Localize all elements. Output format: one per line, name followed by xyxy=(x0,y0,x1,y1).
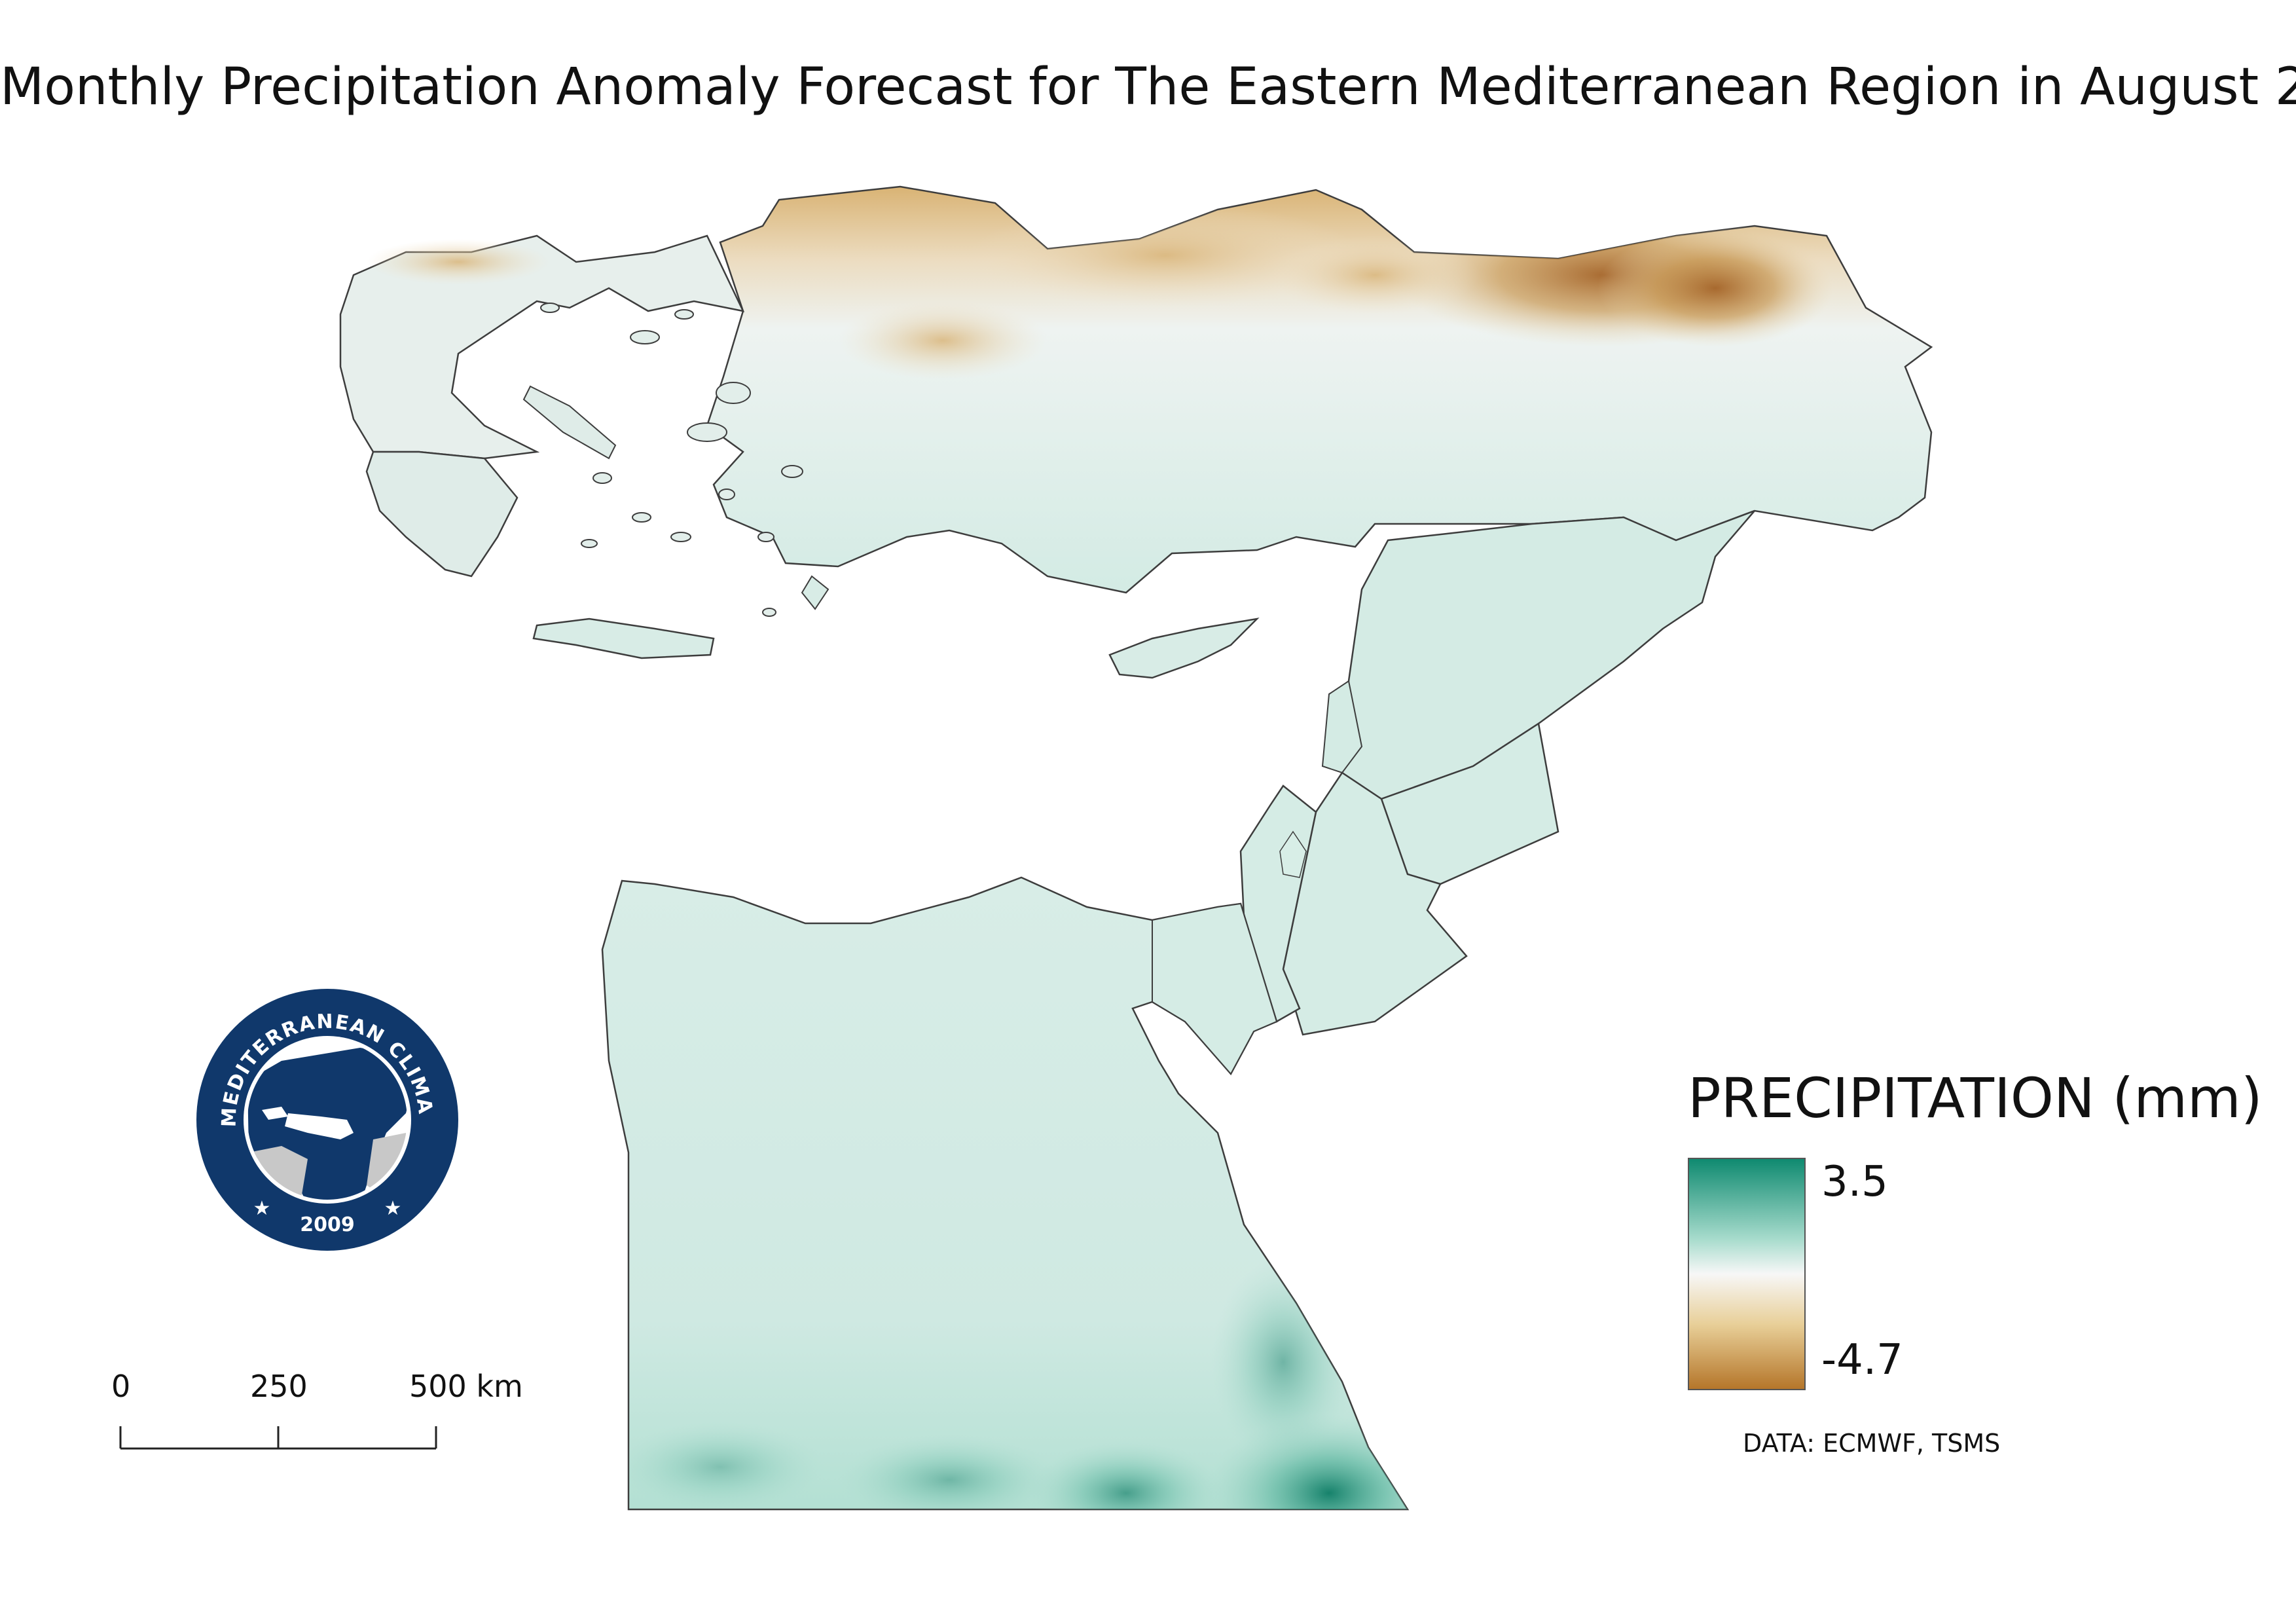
legend-title: PRECIPITATION (mm) xyxy=(1688,1066,2263,1130)
scale-tick-label: 0 xyxy=(111,1369,131,1404)
legend-max-label: 3.5 xyxy=(1821,1158,1888,1206)
legend-min-label: -4.7 xyxy=(1821,1336,1903,1384)
scale-tick-label: 500 km xyxy=(409,1369,523,1404)
star-icon: ★ xyxy=(253,1197,271,1220)
scale-bar xyxy=(119,1426,437,1450)
legend-color-bar xyxy=(1688,1158,1806,1390)
star-icon: ★ xyxy=(384,1197,402,1220)
logo-year: 2009 xyxy=(300,1213,355,1236)
data-credit: DATA: ECMWF, TSMS xyxy=(1743,1429,2001,1458)
map-title: Monthly Precipitation Anomaly Forecast f… xyxy=(0,58,2296,117)
scale-tick-label: 250 xyxy=(250,1369,308,1404)
emcc-logo: EASTERN MEDITERRANEAN CLIMATE CENTRE 200… xyxy=(190,982,458,1251)
